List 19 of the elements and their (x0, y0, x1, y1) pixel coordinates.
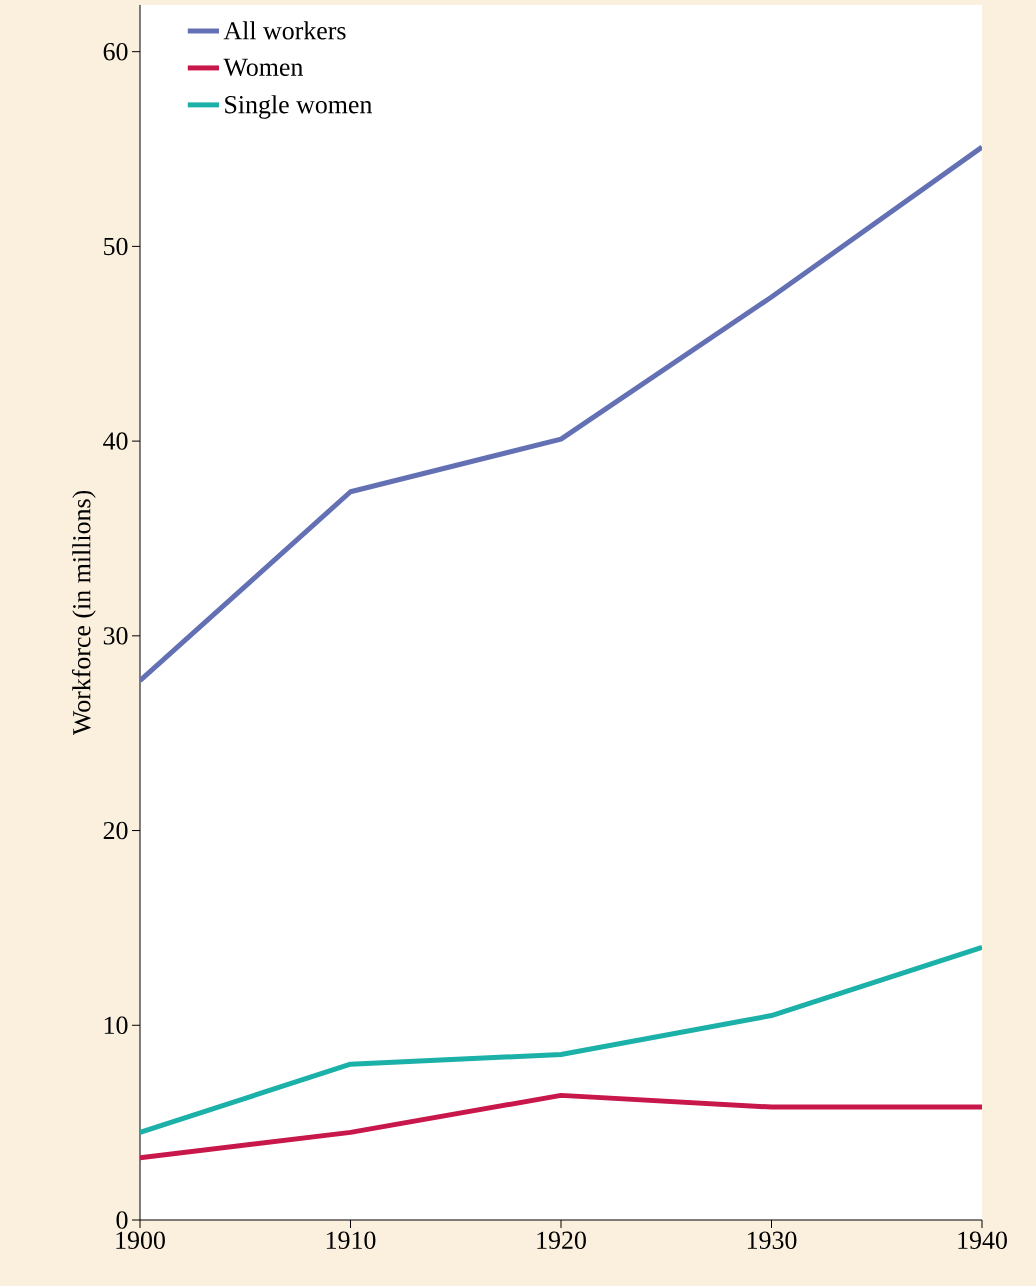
y-axis-title: Workforce (in millions) (71, 490, 96, 736)
x-tick-label: 1910 (326, 1231, 376, 1249)
x-tick-label: 1940 (958, 1231, 1007, 1249)
x-tick-label: 1900 (116, 1231, 165, 1249)
y-tick-label: 60 (103, 42, 128, 61)
line-series (140, 944, 983, 1135)
x-tick-label: 1930 (747, 1231, 797, 1249)
legend-label: Women (223, 58, 303, 77)
line-series (140, 1092, 983, 1161)
y-tick-label: 10 (104, 1016, 128, 1035)
legend-label: Single women (225, 95, 372, 119)
y-tick-label: 0 (116, 1211, 128, 1229)
y-tick-label: 40 (103, 432, 128, 450)
y-tick-label: 20 (103, 821, 128, 840)
line-series (140, 144, 983, 684)
x-tick-label: 1920 (537, 1231, 586, 1249)
legend-label: All workers (223, 21, 346, 40)
y-tick-label: 50 (104, 237, 128, 256)
y-tick-label: 30 (103, 627, 128, 645)
